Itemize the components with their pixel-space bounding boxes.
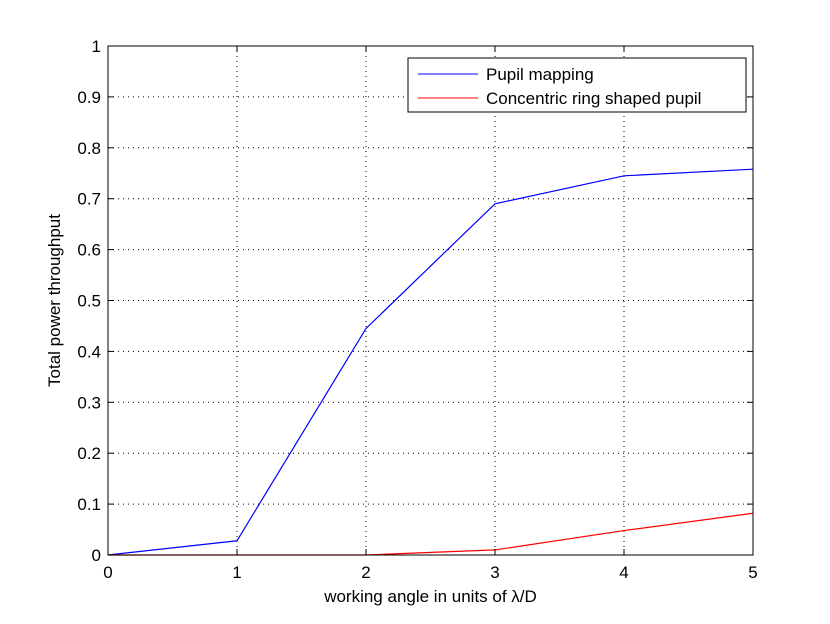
y-tick-label: 0.4 — [77, 342, 101, 361]
x-tick-label: 3 — [490, 563, 499, 582]
x-axis-label: working angle in units of λ/D — [323, 587, 537, 606]
y-axis-label: Total power throughput — [45, 214, 64, 387]
axis-ticks: 0 1 2 3 4 5 0 0.1 0.2 0.3 0.4 0.5 0.6 0.7 0.8 0.9 1 — [77, 37, 757, 582]
x-tick-label: 1 — [232, 563, 241, 582]
legend: Pupil mapping Concentric ring shaped pup… — [407, 57, 747, 113]
legend-box — [407, 57, 747, 113]
x-tick-label: 2 — [361, 563, 370, 582]
y-tick-label: 0.8 — [77, 139, 101, 158]
y-tick-label: 0.3 — [77, 393, 101, 412]
y-tick-label: 0.5 — [77, 292, 101, 311]
series-line-pupil-mapping — [107, 168, 754, 556]
x-tick-label: 0 — [103, 563, 112, 582]
legend-label-concentric-ring: Concentric ring shaped pupil — [486, 89, 701, 108]
x-tick-label: 4 — [619, 563, 628, 582]
y-tick-label: 0.2 — [77, 444, 101, 463]
y-tick-label: 1 — [92, 37, 101, 56]
y-tick-label: 0.7 — [77, 190, 101, 209]
x-tick-label: 5 — [748, 563, 757, 582]
y-tick-label: 0 — [92, 546, 101, 565]
y-tick-label: 0.1 — [77, 495, 101, 514]
y-tick-label: 0.9 — [77, 88, 101, 107]
y-tick-label: 0.6 — [77, 241, 101, 260]
legend-label-pupil-mapping: Pupil mapping — [486, 65, 594, 84]
